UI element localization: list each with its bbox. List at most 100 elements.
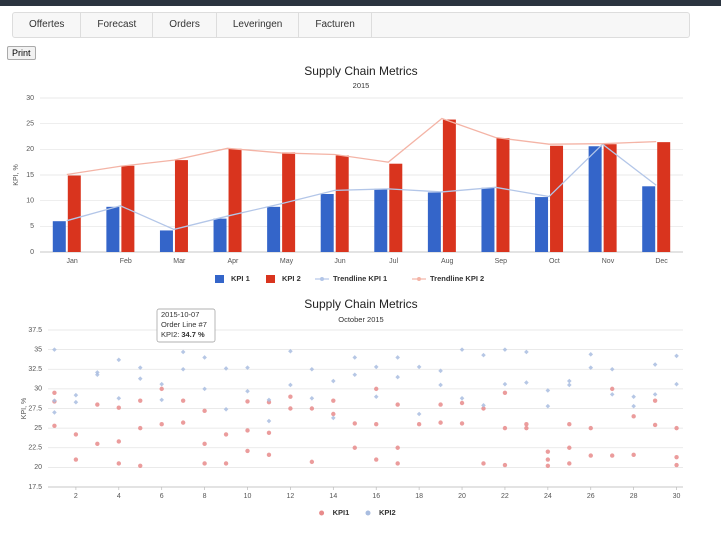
tooltip-number: 34.7 % xyxy=(181,330,205,339)
x-tick-label: Mar xyxy=(173,258,186,265)
legend-dot xyxy=(365,510,371,516)
bar xyxy=(320,193,334,252)
point xyxy=(159,386,164,392)
point xyxy=(588,425,593,431)
bar xyxy=(550,145,564,252)
point xyxy=(288,394,293,399)
point xyxy=(137,376,143,381)
point xyxy=(438,368,443,374)
x-tick-label: 24 xyxy=(544,493,552,500)
legend-dot xyxy=(417,277,421,281)
point xyxy=(352,355,358,360)
y-tick-label: 25 xyxy=(34,425,42,432)
point xyxy=(374,422,379,427)
point xyxy=(631,403,636,409)
point xyxy=(524,349,529,355)
point xyxy=(481,403,486,408)
point xyxy=(588,453,593,458)
point xyxy=(159,422,164,427)
x-tick-label: 4 xyxy=(117,493,121,500)
tab[interactable]: Forecast xyxy=(81,13,154,37)
point xyxy=(416,411,422,417)
point xyxy=(223,461,229,466)
point xyxy=(545,388,551,393)
tab[interactable]: Offertes xyxy=(13,13,82,37)
point xyxy=(373,364,379,370)
point xyxy=(652,362,658,367)
legend-swatch xyxy=(266,275,275,283)
y-tick-label: 27.5 xyxy=(28,405,42,412)
point xyxy=(180,398,186,403)
bar xyxy=(267,206,281,252)
point xyxy=(395,402,400,407)
point xyxy=(95,402,100,407)
x-tick-label: Aug xyxy=(441,258,454,265)
x-tick-label: 6 xyxy=(160,493,164,500)
x-tick-label: 16 xyxy=(372,493,380,500)
point xyxy=(95,441,100,447)
y-tick-label: 17.5 xyxy=(28,484,42,491)
point xyxy=(481,406,486,411)
point xyxy=(52,410,57,415)
point xyxy=(352,445,357,450)
tooltip-box xyxy=(156,308,216,343)
chart-subtitle: October 2015 xyxy=(338,315,383,324)
point xyxy=(202,461,207,466)
tab[interactable]: Orders xyxy=(153,13,217,37)
x-tick-label: Dec xyxy=(655,258,668,265)
point xyxy=(159,381,164,387)
point xyxy=(502,347,508,352)
tab[interactable]: Leveringen xyxy=(217,13,300,37)
point xyxy=(567,461,572,466)
x-tick-label: 26 xyxy=(587,493,595,500)
x-tick-label: 12 xyxy=(287,493,295,500)
y-axis-label: KPI, % xyxy=(13,164,20,185)
bar xyxy=(389,163,403,252)
legend-swatch xyxy=(215,275,224,283)
point xyxy=(245,428,250,433)
x-tick-label: Jun xyxy=(334,258,345,265)
point xyxy=(631,394,636,400)
point xyxy=(502,381,508,387)
point xyxy=(245,388,250,394)
top-bar xyxy=(0,0,721,6)
bar xyxy=(52,221,66,252)
legend-dot xyxy=(320,277,324,281)
point xyxy=(674,381,679,387)
point xyxy=(288,382,293,388)
point xyxy=(138,398,143,403)
point xyxy=(202,355,207,360)
x-tick-label: Sep xyxy=(495,258,508,265)
point xyxy=(481,352,486,358)
bar xyxy=(427,192,441,252)
y-tick-label: 35 xyxy=(34,346,42,353)
legend-label: KPI 2 xyxy=(282,274,301,283)
point xyxy=(395,374,400,380)
y-tick-label: 20 xyxy=(34,464,42,471)
x-tick-label: Nov xyxy=(602,258,615,265)
bar xyxy=(657,142,671,252)
point xyxy=(524,380,529,385)
point xyxy=(374,386,379,392)
point xyxy=(309,459,315,465)
point xyxy=(266,430,272,436)
trend-line xyxy=(66,143,657,231)
chart-subtitle: 2015 xyxy=(353,81,370,90)
point xyxy=(652,398,658,403)
bar xyxy=(603,144,617,252)
point xyxy=(545,403,551,409)
point xyxy=(202,386,207,392)
point xyxy=(309,395,315,401)
bar xyxy=(159,230,173,252)
y-tick-label: 0 xyxy=(30,249,34,256)
point xyxy=(116,357,122,363)
bar xyxy=(174,160,188,252)
point xyxy=(567,422,572,427)
point xyxy=(116,461,121,466)
point xyxy=(524,422,529,427)
point xyxy=(331,398,336,403)
tab[interactable]: Facturen xyxy=(299,13,372,37)
print-button[interactable]: Print xyxy=(7,46,36,60)
